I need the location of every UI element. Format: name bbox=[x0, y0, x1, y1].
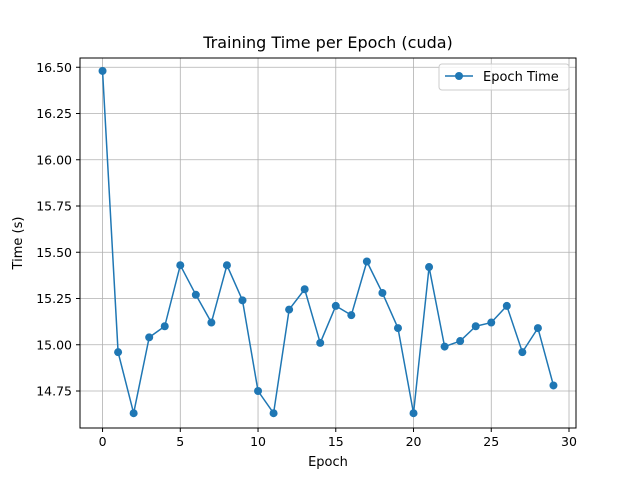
data-point bbox=[471, 322, 480, 331]
data-point bbox=[129, 409, 138, 418]
data-point bbox=[285, 305, 294, 314]
x-tick-label: 5 bbox=[176, 434, 184, 449]
data-point bbox=[487, 318, 496, 327]
data-point bbox=[300, 285, 309, 294]
x-tick-label: 0 bbox=[99, 434, 107, 449]
y-tick-label: 15.75 bbox=[36, 199, 72, 214]
y-tick-label: 16.25 bbox=[36, 106, 72, 121]
y-tick-label: 16.50 bbox=[36, 60, 72, 75]
data-point bbox=[222, 261, 231, 270]
legend-marker bbox=[455, 72, 463, 80]
data-point bbox=[440, 342, 449, 351]
data-point bbox=[98, 66, 107, 75]
data-point bbox=[347, 311, 356, 320]
plot-frame bbox=[79, 57, 577, 429]
x-tick-label: 10 bbox=[250, 434, 266, 449]
x-tick-label: 25 bbox=[483, 434, 499, 449]
series-line-epoch-time bbox=[101, 70, 555, 414]
y-axis-label: Time (s) bbox=[11, 217, 26, 271]
data-point bbox=[518, 348, 527, 357]
data-point bbox=[549, 381, 558, 390]
legend-box bbox=[438, 63, 570, 91]
data-point bbox=[331, 301, 340, 310]
x-axis-label: Epoch bbox=[308, 455, 348, 470]
y-axis-ticks: 14.75 15.00 15.25 15.50 15.75 16.00 16.25 16.50 bbox=[36, 60, 80, 399]
legend: Epoch Time bbox=[438, 63, 570, 91]
x-tick-label: 15 bbox=[328, 434, 344, 449]
data-point bbox=[425, 263, 434, 272]
y-tick-label: 16.00 bbox=[36, 152, 72, 167]
data-point bbox=[191, 290, 200, 299]
chart-title: Training Time per Epoch (cuda) bbox=[202, 33, 453, 52]
data-point bbox=[160, 322, 169, 331]
data-point bbox=[316, 338, 325, 347]
y-tick-label: 15.50 bbox=[36, 245, 72, 260]
y-tick-label: 15.25 bbox=[36, 291, 72, 306]
data-point bbox=[145, 333, 154, 342]
data-point bbox=[269, 409, 278, 418]
grid bbox=[80, 58, 576, 428]
x-tick-label: 30 bbox=[561, 434, 577, 449]
y-tick-label: 15.00 bbox=[36, 337, 72, 352]
y-tick-label: 14.75 bbox=[36, 384, 72, 399]
data-point bbox=[114, 348, 123, 357]
legend-entry-epoch-time: Epoch Time bbox=[483, 70, 559, 85]
x-axis-ticks: 0 5 10 15 20 25 30 bbox=[99, 428, 577, 449]
data-point bbox=[207, 318, 216, 327]
x-tick-label: 20 bbox=[406, 434, 422, 449]
data-point bbox=[409, 409, 418, 418]
data-point bbox=[533, 324, 542, 333]
data-point bbox=[238, 296, 247, 305]
data-point bbox=[362, 257, 371, 266]
data-point bbox=[456, 337, 465, 346]
series-layer bbox=[98, 66, 558, 418]
data-point bbox=[378, 288, 387, 297]
data-point bbox=[254, 387, 263, 395]
data-point bbox=[393, 324, 402, 333]
data-point bbox=[502, 301, 511, 310]
data-point bbox=[176, 261, 185, 270]
